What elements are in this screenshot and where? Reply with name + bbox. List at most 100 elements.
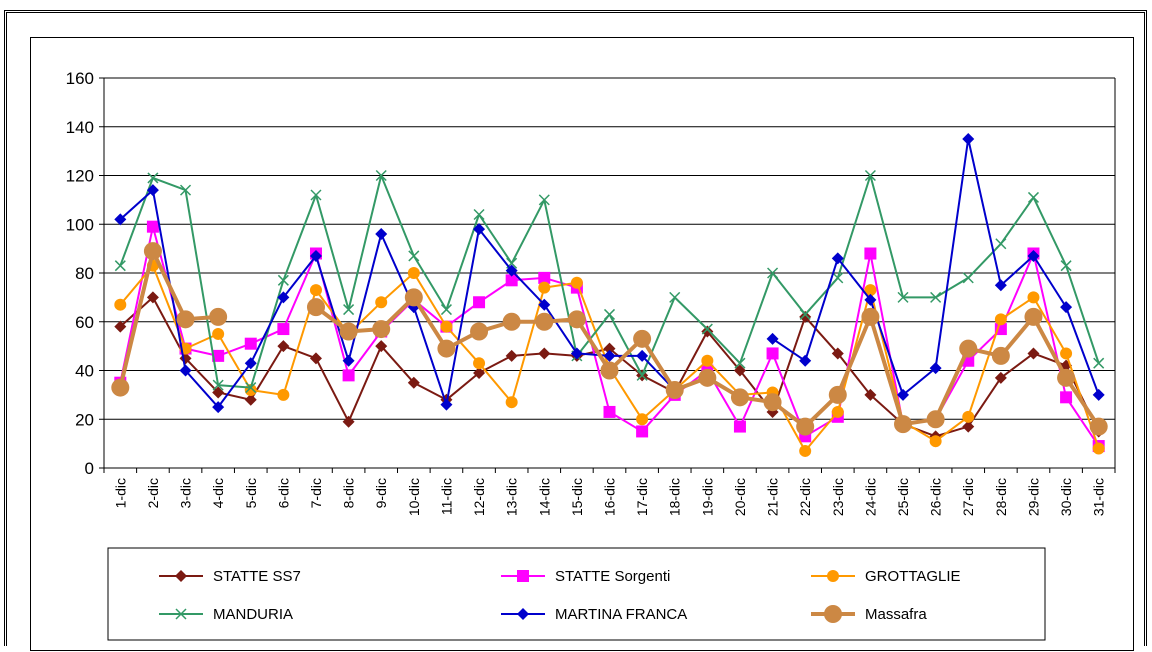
data-point [538, 271, 551, 284]
chart-container: 0 20 40 60 80 100 120 140 160 1-dic 2-dic 3-dic 4-di… [30, 37, 1134, 651]
data-point [799, 310, 812, 323]
data-point [701, 354, 714, 367]
data-point [114, 320, 127, 333]
x-marker-stroke [180, 184, 192, 196]
x-tick-label: 7-dic [308, 478, 324, 508]
x-tick-label: 12-dic [471, 478, 487, 516]
data-point [437, 339, 456, 358]
x-tick-label: 11-dic [438, 478, 454, 515]
data-point [633, 329, 652, 348]
x-marker-stroke [343, 304, 355, 316]
data-point [505, 349, 518, 362]
x-marker-stroke [734, 357, 746, 369]
y-tick-label: 100 [66, 215, 94, 234]
x-tick-label: 13-dic [504, 478, 520, 516]
data-point [1060, 260, 1072, 272]
legend-label: STATTE Sorgenti [555, 568, 670, 585]
data-point [570, 276, 583, 289]
x-marker-stroke [1027, 191, 1039, 203]
x-tick-label: 5-dic [243, 478, 259, 508]
data-point [180, 184, 192, 196]
line-chart: 0 20 40 60 80 100 120 140 160 1-dic 2-dic 3-dic 4-di… [66, 69, 1116, 641]
x-marker-stroke [603, 308, 616, 320]
data-point [277, 388, 290, 401]
data-point [864, 284, 877, 297]
data-point [309, 249, 322, 262]
data-point [375, 296, 388, 309]
data-point [244, 357, 257, 370]
data-point [342, 369, 355, 382]
x-marker-stroke [147, 172, 159, 184]
data-point [1024, 307, 1043, 326]
data-point [962, 272, 974, 284]
data-point [176, 310, 195, 329]
x-tick-label: 1-dic [112, 478, 128, 508]
data-point [440, 304, 452, 316]
x-marker-stroke [930, 291, 942, 303]
x-tick-label: 19-dic [699, 478, 715, 516]
data-point [245, 382, 257, 394]
data-point [799, 308, 811, 320]
data-point [603, 349, 616, 362]
data-point [962, 132, 975, 145]
data-point [796, 417, 815, 436]
data-point [114, 298, 127, 311]
data-point [143, 242, 162, 261]
data-point [991, 346, 1010, 365]
data-point [864, 247, 877, 260]
data-point [897, 291, 909, 303]
data-point [209, 307, 228, 326]
data-point [244, 337, 257, 350]
data-point [375, 340, 388, 353]
data-point [212, 379, 224, 391]
data-point [473, 208, 485, 221]
data-point [929, 435, 942, 448]
data-point [147, 172, 159, 184]
data-point [342, 415, 355, 428]
x-tick-label: 18-dic [667, 478, 683, 516]
x-marker-stroke [473, 208, 485, 221]
legend-label: MANDURIA [213, 606, 293, 623]
data-point [343, 304, 355, 316]
data-point [502, 312, 521, 331]
legend-item-0: STATTE SS7 [159, 568, 301, 585]
data-point [733, 364, 746, 377]
x-marker-stroke [408, 250, 420, 262]
data-point [146, 220, 159, 233]
x-tick-label: 26-dic [928, 478, 944, 516]
x-marker-stroke [245, 382, 257, 394]
x-marker-stroke [1060, 260, 1072, 272]
data-point [831, 252, 844, 265]
data-point [538, 281, 551, 294]
data-point [861, 307, 880, 326]
y-tick-label: 120 [66, 167, 94, 186]
legend-label: STATTE SS7 [213, 568, 301, 585]
data-point [473, 366, 486, 379]
x-marker-stroke [440, 304, 452, 316]
data-point [701, 323, 713, 335]
data-point [767, 267, 779, 279]
x-marker-stroke [799, 308, 811, 320]
data-point [1092, 442, 1105, 455]
data-point [766, 332, 779, 345]
legend-box [107, 547, 1046, 641]
series-1 [114, 220, 1105, 453]
data-point [1027, 191, 1039, 203]
data-point [994, 371, 1007, 384]
data-point [1060, 301, 1073, 314]
data-point [440, 320, 453, 333]
x-marker-stroke [277, 274, 289, 286]
data-point [277, 340, 290, 353]
data-point [1060, 347, 1073, 360]
data-point [832, 272, 844, 284]
data-point [636, 369, 648, 381]
data-point [864, 293, 877, 306]
data-point [277, 291, 290, 304]
data-point [470, 322, 489, 341]
data-point [310, 189, 322, 201]
data-point [146, 291, 159, 304]
data-point [277, 274, 289, 286]
data-point [1092, 388, 1105, 401]
data-point [375, 228, 388, 240]
legend-marker [517, 570, 529, 582]
